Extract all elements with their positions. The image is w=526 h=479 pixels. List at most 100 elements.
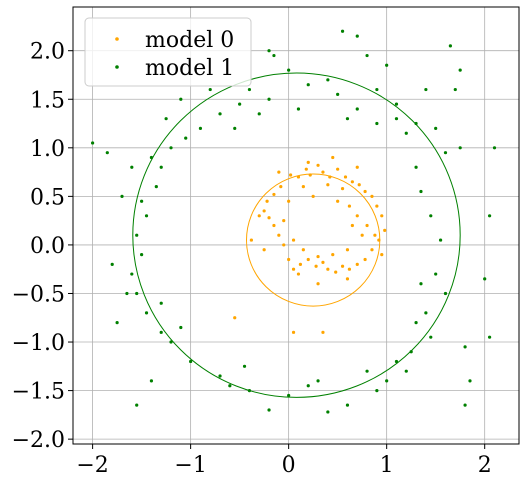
x-tick-label: 2 <box>478 453 492 478</box>
data-point <box>483 277 487 281</box>
data-point <box>370 248 374 252</box>
data-point <box>385 63 389 67</box>
data-point <box>404 131 408 135</box>
data-point <box>365 223 369 228</box>
data-point <box>208 87 212 92</box>
data-point <box>468 379 472 383</box>
axes-frame <box>72 6 520 445</box>
legend-marker <box>115 65 119 69</box>
data-point <box>296 175 301 179</box>
data-point <box>347 267 352 271</box>
data-point <box>301 248 305 252</box>
data-point <box>287 257 291 262</box>
data-point <box>365 369 369 373</box>
data-point <box>326 410 330 414</box>
data-point <box>218 112 222 116</box>
data-point <box>267 49 271 53</box>
data-point <box>110 262 114 266</box>
data-point <box>458 68 462 72</box>
data-point <box>380 214 384 218</box>
data-point <box>326 183 330 187</box>
data-point <box>262 209 266 213</box>
data-point <box>306 160 310 164</box>
data-point <box>345 403 350 407</box>
data-point <box>316 282 320 286</box>
y-tick-label: 0.5 <box>30 185 65 210</box>
data-point <box>340 29 345 33</box>
data-point <box>164 117 168 121</box>
data-point <box>331 155 335 160</box>
grid-lines <box>73 7 519 444</box>
data-point <box>370 194 374 198</box>
data-point <box>277 233 281 237</box>
y-tick-label: −1.0 <box>12 331 65 356</box>
data-point <box>282 219 286 223</box>
data-point <box>314 264 318 268</box>
data-point <box>233 316 237 320</box>
data-point <box>347 204 352 208</box>
data-point <box>373 233 377 237</box>
y-axis-ticks: −2.0 −1.5 −1.0 −0.5 0.0 0.5 1.0 1.5 2.0 <box>12 40 73 453</box>
data-point <box>385 379 389 383</box>
legend: model 0 model 1 <box>84 17 252 87</box>
data-point <box>419 282 423 286</box>
data-point <box>363 189 367 194</box>
data-point <box>404 369 408 373</box>
data-point <box>409 350 413 354</box>
data-point <box>357 183 361 187</box>
data-point <box>298 262 303 266</box>
data-point <box>265 199 269 203</box>
data-point <box>115 321 119 325</box>
data-point <box>340 264 345 268</box>
data-point <box>316 254 320 259</box>
data-point <box>149 379 154 383</box>
data-point <box>343 175 348 179</box>
data-point <box>272 223 276 228</box>
data-point <box>140 253 144 257</box>
data-point <box>144 214 149 218</box>
x-tick-label: −2 <box>76 453 108 478</box>
data-point <box>463 345 467 349</box>
legend-box <box>84 17 252 87</box>
data-point <box>135 403 139 407</box>
data-point <box>394 102 399 106</box>
data-point <box>306 257 310 262</box>
data-point <box>316 379 320 383</box>
data-point <box>360 233 364 237</box>
data-point <box>350 223 354 228</box>
data-point <box>184 136 188 140</box>
data-point <box>135 233 139 237</box>
data-point <box>287 68 291 72</box>
data-point <box>277 170 281 174</box>
data-point <box>355 262 359 266</box>
data-point <box>287 199 291 203</box>
data-point <box>91 141 95 145</box>
data-point <box>140 199 144 203</box>
data-point <box>257 214 261 218</box>
data-point <box>238 102 242 106</box>
data-point <box>429 335 433 339</box>
data-point <box>247 87 252 92</box>
data-point <box>429 214 433 218</box>
data-point <box>287 393 291 398</box>
data-point <box>375 121 379 126</box>
data-point <box>306 384 310 388</box>
data-point <box>125 291 129 296</box>
data-point <box>345 248 350 252</box>
data-point <box>340 186 345 191</box>
data-point <box>438 238 443 242</box>
data-point <box>355 214 359 218</box>
y-tick-label: −2.0 <box>12 428 65 453</box>
data-point <box>414 321 418 325</box>
data-point <box>463 403 467 407</box>
data-point <box>296 272 301 276</box>
data-point <box>394 359 399 364</box>
data-point <box>383 228 387 232</box>
y-tick-label: −1.5 <box>12 380 65 405</box>
y-tick-label: 1.5 <box>30 88 65 113</box>
data-point <box>301 185 305 189</box>
data-point <box>453 87 457 92</box>
x-tick-label: 0 <box>282 453 296 478</box>
